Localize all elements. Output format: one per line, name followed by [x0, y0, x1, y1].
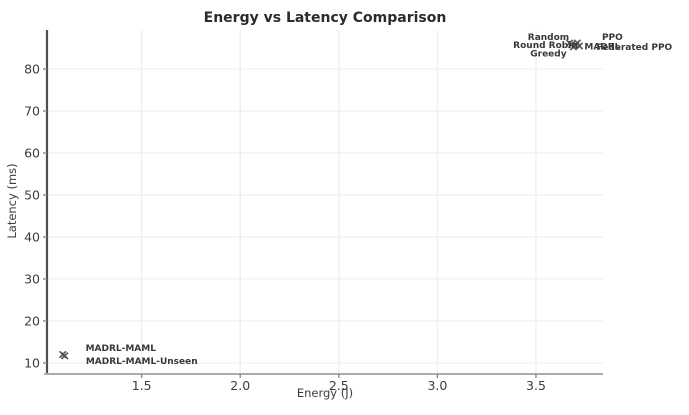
axis-tick-labels: 1.5 2.0 2.5 3.0 3.5 10 20 30 40 50 60 70 80 [24, 62, 546, 393]
x-tick-label: 3.5 [526, 378, 546, 393]
axes-spines [44, 30, 603, 375]
y-tick-label: 80 [24, 62, 40, 77]
y-tick-label: 40 [24, 229, 40, 244]
y-tick-label: 60 [24, 146, 40, 161]
data-point-label: Round Robin [513, 41, 578, 51]
y-tick-label: 30 [24, 271, 40, 286]
axis-ticks [43, 68, 537, 378]
y-tick-label: 50 [24, 187, 40, 202]
x-tick-label: 2.0 [230, 378, 250, 393]
data-point-label: Random [528, 33, 569, 43]
data-point-label: MADRL-MAML-Unseen [86, 357, 198, 367]
data-point-label: MADRL [584, 43, 620, 53]
x-tick-label: 3.0 [427, 378, 447, 393]
data-point-label: Federated PPO [596, 43, 672, 53]
x-tick-label: 1.5 [132, 378, 152, 393]
y-tick-label: 10 [24, 355, 40, 370]
gridlines [47, 30, 603, 373]
data-point-label: MADRL-MAML [86, 344, 157, 354]
data-point-label: Greedy [530, 49, 566, 59]
x-tick-label: 2.5 [329, 378, 349, 393]
chart-title: Energy vs Latency Comparison [204, 10, 447, 26]
data-point-marker [60, 351, 69, 360]
data-point-label: PPO [602, 33, 623, 43]
y-tick-label: 20 [24, 313, 40, 328]
y-axis-label: Latency (ms) [5, 163, 19, 238]
x-axis-label: Energy (J) [297, 386, 353, 400]
data-point-marker [575, 42, 584, 50]
data-points [58, 39, 584, 360]
y-tick-label: 70 [24, 104, 40, 119]
